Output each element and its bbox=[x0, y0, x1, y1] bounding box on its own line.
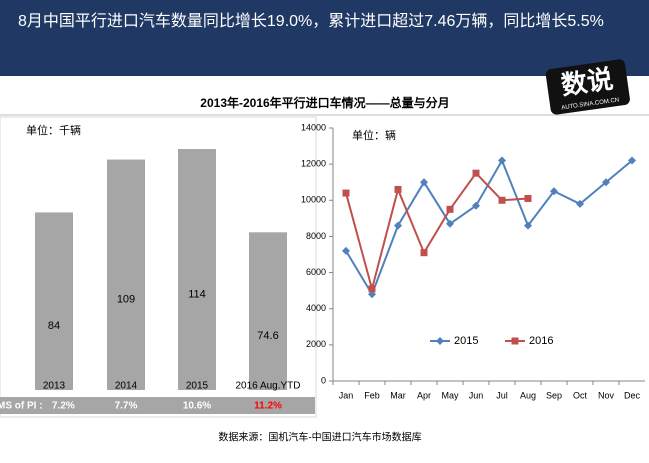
marker bbox=[394, 185, 402, 193]
share-value: 11.2% bbox=[254, 401, 282, 412]
marker bbox=[511, 337, 519, 345]
marker bbox=[498, 196, 506, 204]
x-tick-label: Jan bbox=[339, 390, 354, 400]
x-tick-label: 2015 bbox=[186, 381, 209, 392]
marker bbox=[342, 246, 350, 255]
marker bbox=[394, 221, 402, 230]
x-tick-label: Oct bbox=[573, 390, 588, 400]
marker bbox=[576, 199, 584, 208]
y-tick-label: 6000 bbox=[306, 267, 326, 277]
share-title: MS of PI : bbox=[0, 401, 43, 412]
bar-panel bbox=[0, 116, 317, 418]
marker bbox=[472, 201, 480, 210]
bar bbox=[249, 232, 287, 390]
marker bbox=[524, 221, 532, 230]
share-value: 10.6% bbox=[183, 401, 211, 412]
marker bbox=[436, 337, 444, 345]
bar-value-label: 84 bbox=[48, 320, 60, 332]
marker bbox=[628, 156, 636, 165]
bar bbox=[35, 212, 73, 390]
y-tick-label: 14000 bbox=[301, 122, 326, 132]
x-tick-label: Jul bbox=[496, 390, 508, 400]
y-tick-label: 8000 bbox=[306, 231, 326, 241]
series-line bbox=[345, 171, 529, 293]
y-tick-label: 0 bbox=[321, 375, 326, 385]
marker bbox=[368, 285, 376, 293]
unit-label: 单位：辆 bbox=[352, 128, 396, 142]
x-tick-label: Dec bbox=[624, 390, 641, 400]
header-band bbox=[0, 0, 649, 76]
x-tick-label: Sep bbox=[546, 390, 562, 400]
marker bbox=[550, 187, 558, 196]
y-tick-label: 4000 bbox=[306, 303, 326, 313]
marker bbox=[420, 178, 428, 187]
logo: 数说 AUTO.SINA.COM.CN bbox=[545, 59, 630, 115]
x-tick-label: Aug bbox=[520, 390, 536, 400]
legend-label: 2015 bbox=[454, 335, 478, 347]
y-tick-label: 10000 bbox=[301, 195, 326, 205]
y-tick-label: 12000 bbox=[301, 159, 326, 169]
bar bbox=[107, 159, 145, 390]
share-value: 7.2% bbox=[52, 401, 75, 412]
x-tick-label: 2016 Aug.YTD bbox=[235, 381, 300, 392]
x-tick-label: 2013 bbox=[43, 381, 66, 392]
header-title: 8月中国平行进口汽车数量同比增长19.0%，累计进口超过7.46万辆，同比增长5… bbox=[18, 12, 604, 30]
bar-value-label: 109 bbox=[117, 294, 135, 306]
x-tick-label: May bbox=[441, 390, 459, 400]
marker bbox=[446, 205, 454, 213]
share-band bbox=[0, 397, 315, 414]
x-tick-label: Jun bbox=[469, 390, 484, 400]
logo-text: 数说 bbox=[559, 63, 615, 100]
marker bbox=[446, 219, 454, 228]
marker bbox=[420, 249, 428, 257]
x-tick-label: Nov bbox=[598, 390, 615, 400]
y-tick-label: 2000 bbox=[306, 339, 326, 349]
marker bbox=[342, 189, 350, 197]
marker bbox=[498, 156, 506, 165]
bar-value-label: 114 bbox=[188, 288, 206, 300]
subtitle: 2013年-2016年平行进口车情况——总量与分月 bbox=[200, 95, 449, 110]
x-tick-label: 2014 bbox=[115, 381, 138, 392]
x-tick-label: Feb bbox=[364, 390, 380, 400]
source: 数据来源：国机汽车-中国进口汽车市场数据库 bbox=[218, 431, 421, 444]
marker bbox=[602, 178, 610, 187]
marker bbox=[472, 169, 480, 177]
x-tick-label: Mar bbox=[390, 390, 406, 400]
marker bbox=[524, 194, 532, 202]
unit-label: 单位：千辆 bbox=[26, 123, 81, 137]
bar-value-label: 74.6 bbox=[257, 330, 278, 342]
logo-box bbox=[545, 59, 630, 115]
share-value: 7.7% bbox=[115, 401, 138, 412]
bar bbox=[178, 149, 216, 390]
series-line bbox=[345, 158, 633, 297]
x-tick-label: Apr bbox=[417, 390, 431, 400]
legend-label: 2016 bbox=[529, 335, 553, 347]
